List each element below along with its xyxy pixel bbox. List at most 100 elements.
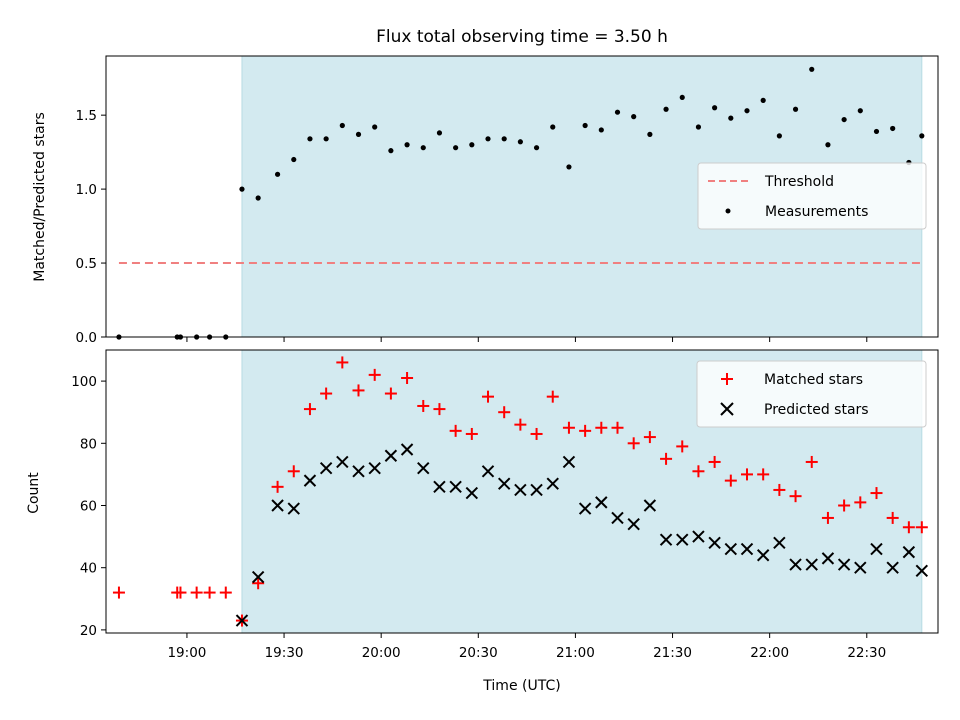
predicted-star-point [235,614,249,627]
top-y-tick-label: 0.5 [76,256,97,272]
predicted-marker-b [514,483,527,497]
predicted-marker-b [756,549,770,562]
matched-star-point [902,521,915,534]
top-axes-frame [105,55,939,338]
predicted-star-point [789,558,802,571]
bottom-legend-box [696,360,927,428]
predicted-star-point [417,461,430,475]
matched-star-markers [112,356,928,627]
predicted-star-point [902,545,916,559]
bottom-axes-frame [105,349,939,634]
predicted-marker-b [902,545,916,559]
matched-star-point [757,468,770,481]
matched-star-point [174,586,187,599]
matched-star-point [611,421,624,434]
matched-star-point [821,511,834,524]
predicted-star-point [303,474,317,487]
predicted-star-point [546,477,559,490]
measurement-point [712,105,718,111]
predicted-marker-b [915,564,929,578]
x-tick-label: 21:00 [556,645,595,661]
matched-star-point [805,455,818,468]
matched-star-point [530,427,543,440]
predicted-star-point [595,496,608,509]
matched-star-point [789,490,802,503]
matched-star-point [546,390,559,403]
matched-star-point [595,421,608,434]
matched-star-point [112,586,125,599]
matched-star-point [579,424,592,437]
predicted-star-point [740,542,754,556]
bottom-y-tick-label: 100 [71,374,97,390]
predicted-marker-b [319,461,333,475]
x-tick-label: 19:00 [167,645,206,661]
predicted-marker-b [659,533,673,546]
matched-star-point [643,431,656,444]
matched-star-point [190,586,203,599]
predicted-marker-b [740,542,754,556]
measurement-point [517,139,523,145]
legend-threshold-label: Threshold [764,174,834,190]
matched-star-point [838,499,851,512]
top-y-axis-label: Matched/Predicted stars [32,112,48,282]
predicted-star-point [251,570,265,584]
measurement-point [919,133,925,139]
legend-measurements-label: Measurements [765,204,868,220]
bottom-y-tick-label: 60 [80,498,97,514]
legend-measurements-swatch [725,208,731,214]
predicted-star-point [659,533,673,546]
predicted-star-point [287,502,300,515]
predicted-star-point [497,477,511,490]
matched-star-point [886,511,899,524]
measurement-point [728,115,734,121]
predicted-marker-b [352,465,365,478]
top-y-tick-label: 1.0 [76,182,97,198]
measurement-point [404,142,410,148]
predicted-star-point [530,483,543,497]
top-panel: 0.0 0.5 1.0 1.5 Matched/Predicted stars Thr… [32,55,939,346]
predicted-marker-b [251,570,265,584]
measurement-point [372,124,378,130]
predicted-star-point [643,499,657,512]
predicted-marker-b [708,536,721,550]
measurement-point [890,125,896,132]
bottom-legend: Matched stars Predicted stars [696,360,927,428]
bottom-y-axis-label: Count [26,472,42,514]
predicted-star-point [692,530,705,543]
matched-star-point [870,487,883,500]
predicted-star-markers [235,443,929,627]
predicted-marker-b [854,561,867,574]
matched-star-point [320,387,333,400]
measurement-point [436,130,443,136]
bottom-y-tick-label: 40 [80,561,97,577]
measurement-point [598,127,604,133]
matched-star-point [676,440,689,453]
predicted-star-point [433,480,446,494]
matched-star-point [203,586,216,599]
matched-star-point [660,452,673,465]
predicted-star-point [352,465,365,478]
measurement-point [873,128,880,135]
matched-star-point [336,356,349,369]
measurement-point [760,97,766,103]
top-x-ticks [186,337,868,342]
predicted-star-point [336,455,349,469]
x-tick-label: 21:30 [653,645,692,661]
predicted-star-point [708,536,721,550]
predicted-marker-b [837,558,851,571]
measurement-point [388,148,394,154]
measurement-point [631,114,637,120]
matched-star-point [401,371,414,384]
predicted-marker-b [870,542,883,556]
predicted-star-point [627,517,640,531]
predicted-star-point [465,486,479,500]
predicted-marker-b [676,533,689,546]
x-tick-label: 22:30 [847,645,886,661]
predicted-star-point [724,542,738,556]
predicted-star-point [384,449,398,462]
matched-star-point [627,437,640,450]
predicted-star-point [773,536,786,550]
predicted-star-point [578,502,592,515]
predicted-star-point [514,483,527,497]
measurement-point [307,136,313,142]
